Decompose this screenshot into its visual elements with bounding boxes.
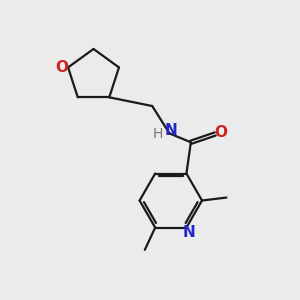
Text: O: O	[55, 60, 68, 75]
Text: H: H	[153, 127, 164, 141]
Text: N: N	[165, 124, 177, 139]
Text: N: N	[182, 224, 195, 239]
Text: O: O	[214, 125, 227, 140]
